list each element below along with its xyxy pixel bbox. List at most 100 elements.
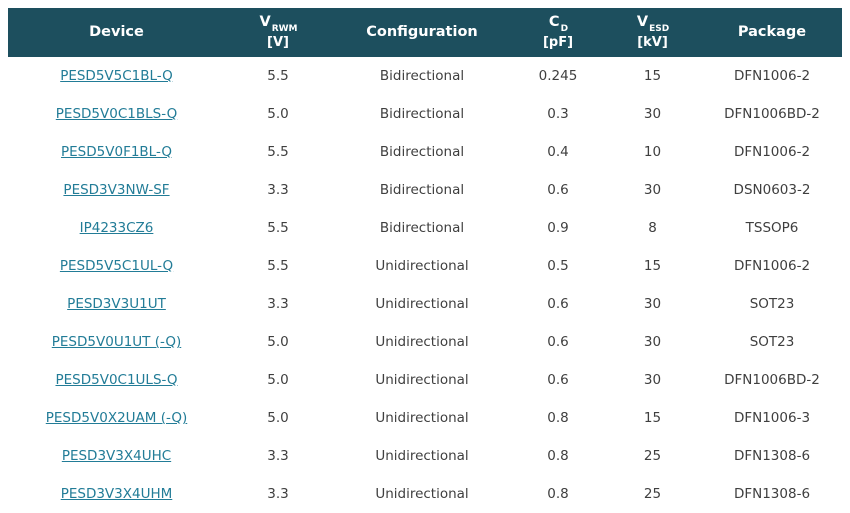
column-header-vrwm: VRWM [V] — [225, 8, 331, 57]
table-row: PESD5V5C1BL-Q 5.5 Bidirectional 0.245 15 DFN1… — [8, 57, 842, 95]
cell-package: DFN1308-6 — [733, 486, 811, 502]
table-row: PESD3V3NW-SF 3.3 Bidirectional 0.6 30 DSN0603… — [8, 171, 842, 209]
cell-vesd: 30 — [643, 372, 662, 388]
cell-cd: 0.3 — [547, 106, 569, 122]
device-link[interactable]: PESD3V3NW-SF — [63, 182, 170, 198]
cell-package: DFN1006BD-2 — [724, 106, 820, 122]
device-link[interactable]: PESD5V0U1UT (-Q) — [51, 334, 182, 350]
cell-vrwm: 5.0 — [267, 372, 289, 388]
cell-package: DFN1308-6 — [733, 448, 811, 464]
column-header-label: Configuration — [366, 24, 478, 41]
device-link[interactable]: PESD5V0C1ULS-Q — [55, 372, 178, 388]
device-link[interactable]: PESD5V5C1UL-Q — [59, 258, 174, 274]
column-header-unit: [V] — [267, 34, 289, 50]
header-row: Device VRWM [V] Configuration CD [pF] VESD [kV]… — [8, 8, 842, 57]
cell-vesd: 25 — [643, 448, 662, 464]
table-body: PESD5V5C1BL-Q 5.5 Bidirectional 0.245 15 DFN1… — [8, 57, 842, 513]
cell-package: DFN1006BD-2 — [724, 372, 820, 388]
cell-vrwm: 3.3 — [267, 182, 289, 198]
cell-vrwm: 3.3 — [267, 448, 289, 464]
device-cell: PESD5V5C1UL-Q — [8, 247, 225, 285]
cell-cd: 0.6 — [547, 182, 569, 198]
cell-configuration: Unidirectional — [375, 448, 469, 464]
column-header-subscript: D — [560, 24, 569, 35]
cell-cd: 0.8 — [547, 486, 569, 502]
device-link[interactable]: PESD5V0X2UAM (-Q) — [45, 410, 188, 426]
cell-cd: 0.6 — [547, 334, 569, 350]
device-link[interactable]: PESD3V3X4UHC — [61, 448, 172, 464]
device-link[interactable]: PESD3V3U1UT — [67, 296, 166, 312]
cell-vrwm: 3.3 — [267, 296, 289, 312]
table-row: PESD3V3X4UHC 3.3 Unidirectional 0.8 25 DFN130… — [8, 437, 842, 475]
cell-configuration: Unidirectional — [375, 296, 469, 312]
table-row: PESD5V0C1BLS-Q 5.0 Bidirectional 0.3 30 DFN10… — [8, 95, 842, 133]
cell-vesd: 15 — [643, 410, 662, 426]
cell-configuration: Bidirectional — [379, 68, 465, 84]
cell-cd: 0.8 — [547, 410, 569, 426]
device-link[interactable]: PESD5V0F1BL-Q — [61, 144, 172, 160]
column-header-package: Package — [702, 8, 842, 57]
cell-configuration: Bidirectional — [379, 106, 465, 122]
device-cell: PESD5V0F1BL-Q — [8, 133, 225, 171]
cell-cd: 0.8 — [547, 448, 569, 464]
column-header-unit: [pF] — [542, 34, 574, 50]
cell-cd: 0.6 — [547, 296, 569, 312]
column-header-unit: [kV] — [637, 34, 668, 50]
cell-configuration: Unidirectional — [375, 486, 469, 502]
device-cell: PESD3V3X4UHM — [8, 475, 225, 513]
cell-vesd: 30 — [643, 106, 662, 122]
table-row: IP4233CZ6 5.5 Bidirectional 0.9 8 TSSOP6 — [8, 209, 842, 247]
cell-vrwm: 5.0 — [267, 410, 289, 426]
table-row: PESD5V0X2UAM (-Q) 5.0 Unidirectional 0.8 15 D… — [8, 399, 842, 437]
cell-configuration: Bidirectional — [379, 144, 465, 160]
cell-vesd: 15 — [643, 68, 662, 84]
cell-vesd: 30 — [643, 334, 662, 350]
cell-vrwm: 5.0 — [267, 334, 289, 350]
cell-package: DFN1006-2 — [733, 68, 811, 84]
device-cell: PESD3V3U1UT — [8, 285, 225, 323]
column-header-symbol: C — [548, 14, 560, 31]
column-header-vesd: VESD [kV] — [603, 8, 702, 57]
device-cell: PESD5V0C1ULS-Q — [8, 361, 225, 399]
device-link[interactable]: IP4233CZ6 — [79, 220, 154, 236]
cell-vesd: 8 — [648, 220, 657, 236]
cell-cd: 0.245 — [538, 68, 578, 84]
device-cell: PESD5V0C1BLS-Q — [8, 95, 225, 133]
cell-package: SOT23 — [749, 334, 795, 350]
cell-package: DFN1006-2 — [733, 258, 811, 274]
table-row: PESD5V0F1BL-Q 5.5 Bidirectional 0.4 10 DFN100… — [8, 133, 842, 171]
cell-cd: 0.4 — [547, 144, 569, 160]
column-header-label: Device — [89, 24, 144, 41]
device-selection-table-wrap: Device VRWM [V] Configuration CD [pF] VESD [kV]… — [8, 8, 842, 513]
cell-vrwm: 5.0 — [267, 106, 289, 122]
device-link[interactable]: PESD3V3X4UHM — [60, 486, 173, 502]
device-cell: PESD5V0U1UT (-Q) — [8, 323, 225, 361]
column-header-label: Package — [737, 24, 807, 41]
table-header: Device VRWM [V] Configuration CD [pF] VESD [kV]… — [8, 8, 842, 57]
table-row: PESD5V0C1ULS-Q 5.0 Unidirectional 0.6 30 DFN1… — [8, 361, 842, 399]
cell-package: DFN1006-3 — [733, 410, 811, 426]
cell-configuration: Unidirectional — [375, 372, 469, 388]
cell-vesd: 15 — [643, 258, 662, 274]
cell-vrwm: 5.5 — [267, 144, 289, 160]
cell-configuration: Unidirectional — [375, 410, 469, 426]
column-header-cd: CD [pF] — [513, 8, 603, 57]
cell-configuration: Unidirectional — [375, 334, 469, 350]
cell-package: DSN0603-2 — [733, 182, 811, 198]
device-cell: PESD5V5C1BL-Q — [8, 57, 225, 95]
cell-vrwm: 5.5 — [267, 68, 289, 84]
cell-vesd: 30 — [643, 296, 662, 312]
column-header-device: Device — [8, 8, 225, 57]
cell-package: SOT23 — [749, 296, 795, 312]
column-header-symbol: V — [259, 14, 271, 31]
cell-configuration: Unidirectional — [375, 258, 469, 274]
device-link[interactable]: PESD5V5C1BL-Q — [60, 68, 173, 84]
cell-vesd: 25 — [643, 486, 662, 502]
column-header-configuration: Configuration — [331, 8, 513, 57]
cell-vrwm: 3.3 — [267, 486, 289, 502]
column-header-subscript: ESD — [649, 24, 670, 35]
device-link[interactable]: PESD5V0C1BLS-Q — [55, 106, 178, 122]
column-header-subscript: RWM — [271, 24, 298, 35]
cell-cd: 0.9 — [547, 220, 569, 236]
device-selection-table: Device VRWM [V] Configuration CD [pF] VESD [kV]… — [8, 8, 842, 513]
